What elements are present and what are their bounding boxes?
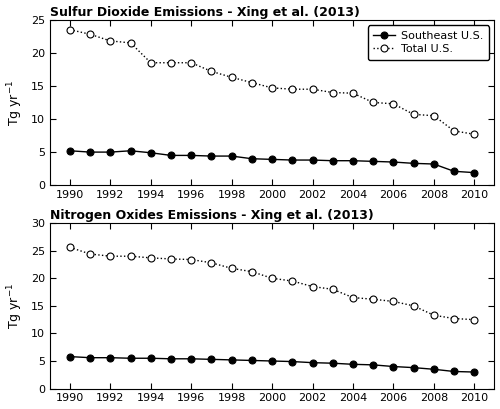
Southeast U.S.	[228, 357, 234, 362]
Line: Total U.S.: Total U.S.	[66, 244, 478, 323]
Total U.S.	[390, 299, 396, 304]
Total U.S.	[269, 85, 275, 90]
Southeast U.S.	[188, 153, 194, 158]
Line: Southeast U.S.: Southeast U.S.	[66, 353, 478, 375]
Total U.S.	[208, 69, 214, 74]
Total U.S.	[188, 257, 194, 262]
Total U.S.	[471, 317, 477, 322]
Southeast U.S.	[208, 357, 214, 362]
Southeast U.S.	[310, 360, 316, 365]
Total U.S.	[228, 266, 234, 271]
Southeast U.S.	[87, 150, 93, 155]
Total U.S.	[87, 32, 93, 37]
Southeast U.S.	[431, 367, 437, 372]
Southeast U.S.	[370, 159, 376, 164]
Total U.S.	[108, 254, 114, 258]
Y-axis label: Tg yr$^{-1}$: Tg yr$^{-1}$	[6, 283, 25, 329]
Total U.S.	[471, 132, 477, 137]
Total U.S.	[67, 27, 73, 32]
Total U.S.	[269, 276, 275, 281]
Southeast U.S.	[390, 160, 396, 164]
Southeast U.S.	[330, 361, 336, 366]
Southeast U.S.	[330, 158, 336, 163]
Southeast U.S.	[451, 369, 457, 374]
Southeast U.S.	[168, 356, 174, 361]
Southeast U.S.	[471, 170, 477, 175]
Southeast U.S.	[128, 148, 134, 153]
Total U.S.	[330, 90, 336, 95]
Total U.S.	[451, 316, 457, 321]
Total U.S.	[431, 113, 437, 118]
Total U.S.	[290, 279, 296, 283]
Total U.S.	[249, 80, 255, 85]
Southeast U.S.	[128, 356, 134, 361]
Southeast U.S.	[108, 150, 114, 155]
Southeast U.S.	[310, 157, 316, 162]
Total U.S.	[208, 261, 214, 265]
Y-axis label: Tg yr$^{-1}$: Tg yr$^{-1}$	[6, 79, 25, 126]
Total U.S.	[87, 252, 93, 256]
Total U.S.	[290, 87, 296, 92]
Total U.S.	[148, 255, 154, 260]
Southeast U.S.	[67, 148, 73, 153]
Total U.S.	[228, 75, 234, 80]
Southeast U.S.	[188, 356, 194, 361]
Southeast U.S.	[148, 356, 154, 361]
Southeast U.S.	[269, 157, 275, 162]
Total U.S.	[168, 256, 174, 261]
Total U.S.	[310, 87, 316, 92]
Southeast U.S.	[87, 355, 93, 360]
Total U.S.	[168, 60, 174, 65]
Total U.S.	[370, 100, 376, 105]
Southeast U.S.	[269, 359, 275, 364]
Total U.S.	[330, 287, 336, 292]
Total U.S.	[350, 91, 356, 96]
Total U.S.	[370, 297, 376, 302]
Total U.S.	[188, 60, 194, 65]
Southeast U.S.	[67, 354, 73, 359]
Southeast U.S.	[370, 362, 376, 367]
Line: Southeast U.S.: Southeast U.S.	[66, 147, 478, 176]
Southeast U.S.	[410, 365, 416, 370]
Southeast U.S.	[290, 359, 296, 364]
Southeast U.S.	[148, 151, 154, 155]
Southeast U.S.	[390, 364, 396, 369]
Text: Nitrogen Oxides Emissions - Xing et al. (2013): Nitrogen Oxides Emissions - Xing et al. …	[50, 209, 374, 222]
Southeast U.S.	[249, 156, 255, 161]
Southeast U.S.	[108, 355, 114, 360]
Total U.S.	[431, 313, 437, 318]
Southeast U.S.	[471, 370, 477, 375]
Total U.S.	[310, 284, 316, 289]
Southeast U.S.	[249, 358, 255, 363]
Line: Total U.S.: Total U.S.	[66, 26, 478, 138]
Total U.S.	[390, 101, 396, 106]
Total U.S.	[128, 40, 134, 45]
Southeast U.S.	[350, 362, 356, 367]
Southeast U.S.	[168, 153, 174, 158]
Southeast U.S.	[228, 154, 234, 159]
Southeast U.S.	[410, 161, 416, 166]
Total U.S.	[148, 60, 154, 65]
Total U.S.	[451, 128, 457, 133]
Total U.S.	[249, 269, 255, 274]
Total U.S.	[410, 303, 416, 308]
Southeast U.S.	[431, 162, 437, 166]
Southeast U.S.	[290, 157, 296, 162]
Total U.S.	[410, 112, 416, 117]
Total U.S.	[128, 254, 134, 258]
Total U.S.	[350, 295, 356, 300]
Total U.S.	[108, 38, 114, 43]
Southeast U.S.	[350, 158, 356, 163]
Total U.S.	[67, 245, 73, 250]
Legend: Southeast U.S., Total U.S.: Southeast U.S., Total U.S.	[368, 25, 489, 60]
Southeast U.S.	[208, 154, 214, 159]
Text: Sulfur Dioxide Emissions - Xing et al. (2013): Sulfur Dioxide Emissions - Xing et al. (…	[50, 6, 360, 18]
Southeast U.S.	[451, 169, 457, 174]
